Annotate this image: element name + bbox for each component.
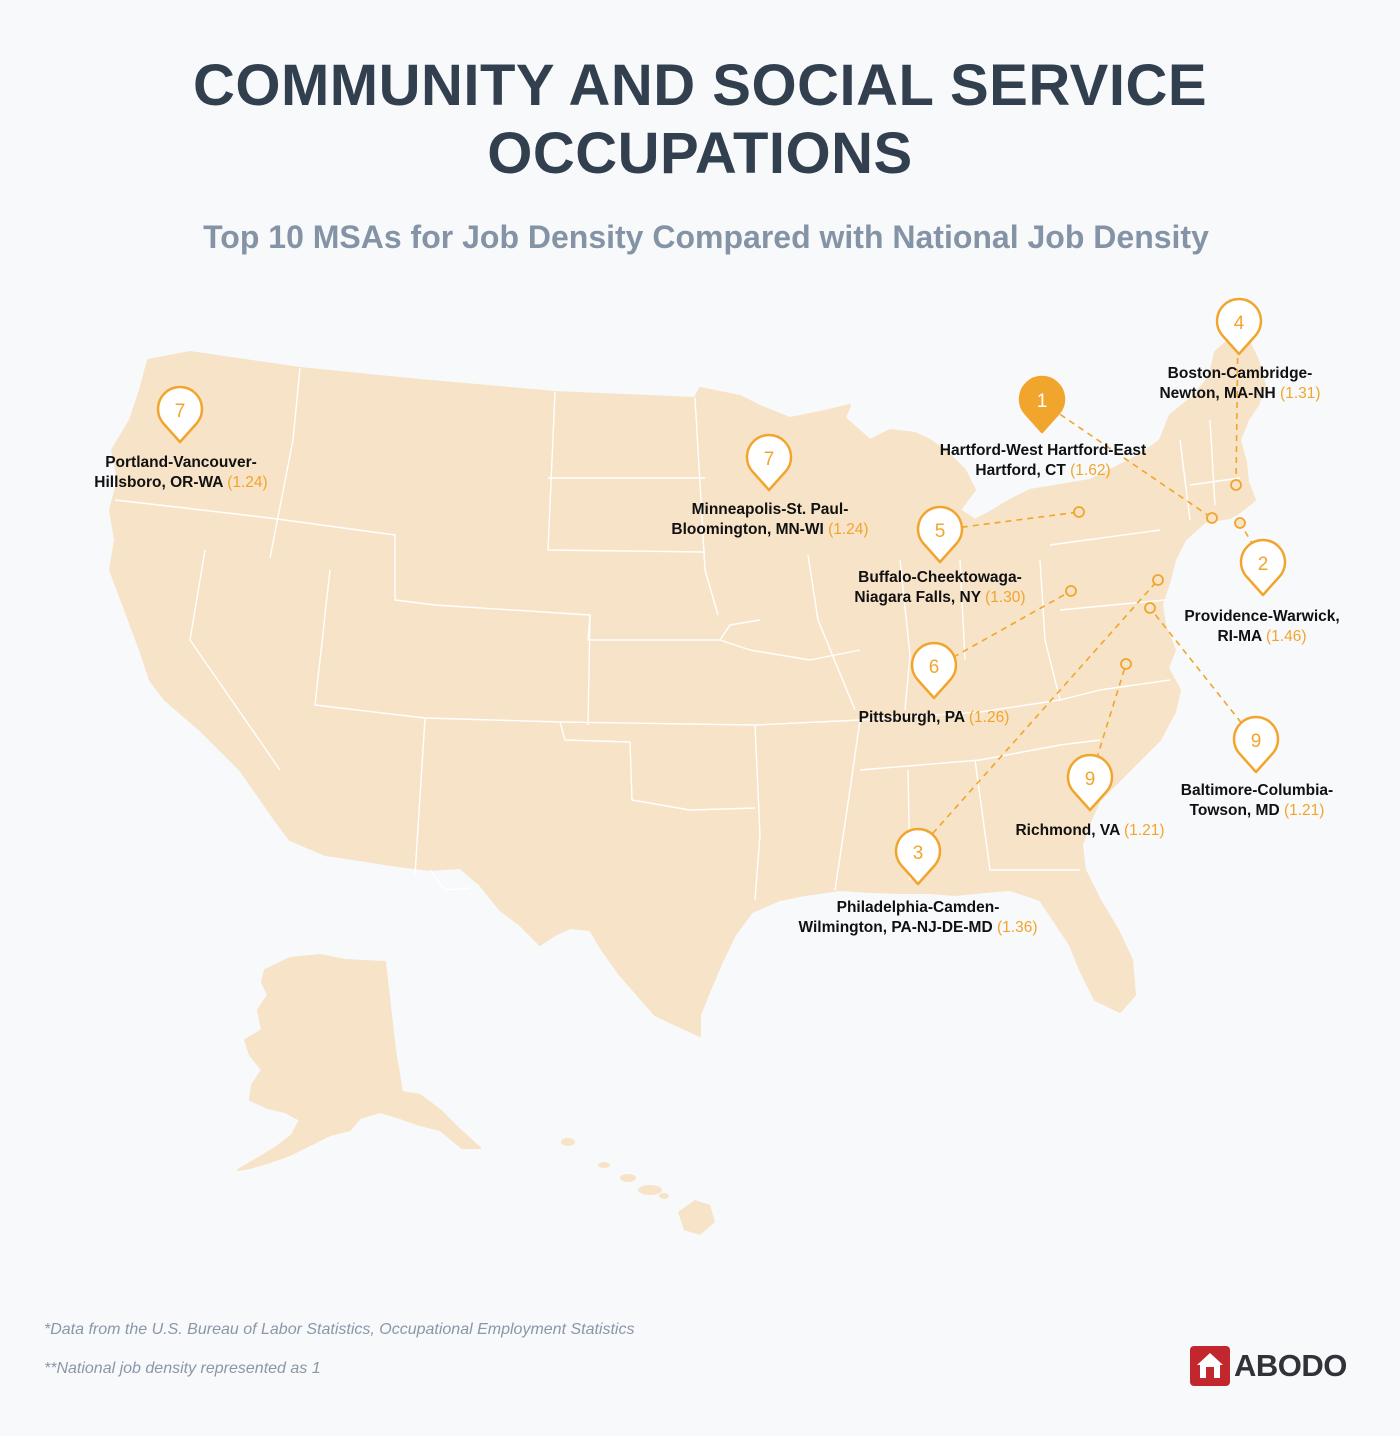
map-pin-icon (1066, 753, 1114, 812)
pin-rank: 9 (1251, 731, 1262, 752)
dot-richmond (1120, 658, 1132, 670)
pin-rank: 2 (1258, 554, 1269, 575)
pin-marker-pittsburgh: 6 (910, 641, 958, 700)
dot-hartford (1206, 512, 1218, 524)
map-pin-icon (916, 505, 964, 564)
pin-rank: 1 (1037, 391, 1048, 412)
label-providence: Providence-Warwick, RI-MA (1.46) (1184, 608, 1340, 645)
dot-boston (1230, 479, 1242, 491)
label-philadelphia: Philadelphia-Camden- Wilmington, PA-NJ-D… (798, 899, 1038, 936)
pin-marker-portland: 7 (156, 385, 204, 444)
pin-marker-baltimore: 9 (1232, 715, 1280, 774)
map-pin-icon (745, 433, 793, 492)
pin-marker-richmond: 9 (1066, 753, 1114, 812)
label-richmond: Richmond, VA (1.21) (1015, 822, 1165, 839)
map-pins: 1 2 3 4 5 6 7 7 9 9 (156, 297, 1287, 886)
pin-rank: 3 (913, 843, 924, 864)
map-pin-icon (1239, 538, 1287, 597)
dot-buffalo (1073, 506, 1085, 518)
leader-lines (917, 324, 1266, 851)
footnote-national: **National job density represented as 1 (44, 1360, 321, 1377)
hawaii-shape (561, 1138, 715, 1235)
label-pittsburgh: Pittsburgh, PA (1.26) (858, 709, 1010, 726)
pin-marker-philadelphia: 3 (894, 827, 942, 886)
map-pin-icon (1215, 297, 1263, 356)
pin-rank: 7 (764, 449, 775, 470)
abodo-logo: ABODO (1190, 1346, 1347, 1386)
logo-text: ABODO (1234, 1348, 1347, 1383)
label-hartford: Hartford-West Hartford-East Hartford, CT… (939, 442, 1147, 479)
pin-marker-buffalo: 5 (916, 505, 964, 564)
dot-philadelphia (1152, 574, 1164, 586)
page-subtitle: Top 10 MSAs for Job Density Compared wit… (203, 219, 1209, 255)
map-pin-icon (1018, 375, 1066, 434)
title-line-1: COMMUNITY AND SOCIAL SERVICE (192, 53, 1208, 118)
house-icon (1190, 1346, 1230, 1386)
alaska-shape (237, 954, 481, 1171)
state-borders (114, 367, 1241, 901)
dot-providence (1234, 517, 1246, 529)
pin-marker-minneapolis: 7 (745, 433, 793, 492)
footnote-source: *Data from the U.S. Bureau of Labor Stat… (44, 1321, 635, 1338)
label-minneapolis: Minneapolis-St. Paul- Bloomington, MN-WI… (671, 501, 869, 538)
map-pin-icon (156, 385, 204, 444)
pin-rank: 9 (1085, 769, 1096, 790)
pin-marker-providence: 2 (1239, 538, 1287, 597)
location-dots (1065, 479, 1246, 670)
map-pin-icon (894, 827, 942, 886)
pin-marker-hartford: 1 (1018, 375, 1066, 434)
label-buffalo: Buffalo-Cheektowaga- Niagara Falls, NY (… (854, 569, 1026, 606)
label-portland: Portland-Vancouver- Hillsboro, OR-WA (1.… (94, 454, 268, 491)
title-line-2: OCCUPATIONS (487, 121, 913, 186)
dot-pittsburgh (1065, 585, 1077, 597)
contiguous-us-shape (109, 342, 1266, 1037)
pin-rank: 7 (175, 401, 186, 422)
label-baltimore: Baltimore-Columbia- Towson, MD (1.21) (1180, 782, 1334, 819)
pin-rank: 5 (935, 521, 946, 542)
dot-baltimore (1144, 602, 1156, 614)
label-boston: Boston-Cambridge- Newton, MA-NH (1.31) (1159, 365, 1321, 402)
pin-rank: 6 (929, 657, 940, 678)
pin-rank: 4 (1234, 313, 1245, 334)
page-title: COMMUNITY AND SOCIAL SERVICE OCCUPATIONS (0, 52, 1400, 188)
map-pin-icon (1232, 715, 1280, 774)
pin-marker-boston: 4 (1215, 297, 1263, 356)
map-pin-icon (910, 641, 958, 700)
